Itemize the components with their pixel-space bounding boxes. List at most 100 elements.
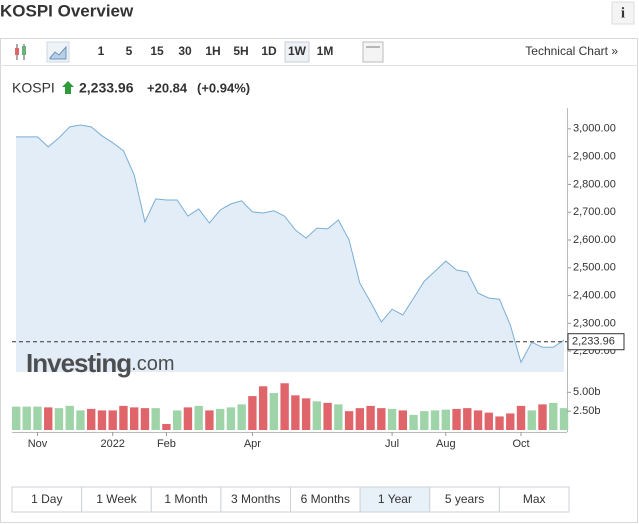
volume-bar bbox=[484, 412, 493, 430]
price-area bbox=[16, 125, 564, 372]
interval-button[interactable]: 30 bbox=[178, 44, 192, 58]
volume-bar bbox=[130, 407, 139, 430]
volume-bar bbox=[65, 405, 74, 430]
volume-bar bbox=[280, 383, 289, 430]
range-label[interactable]: Max bbox=[523, 492, 546, 506]
x-tick-label: Oct bbox=[512, 438, 529, 450]
info-button[interactable] bbox=[611, 1, 635, 25]
range-label[interactable]: 1 Day bbox=[31, 492, 62, 506]
y-tick-label: 3,000.00 bbox=[573, 123, 616, 135]
y-tick-label: 2,900.00 bbox=[573, 151, 616, 163]
quote-price: 2,233.96 bbox=[79, 80, 134, 96]
volume-bar bbox=[355, 408, 365, 430]
up-arrow bbox=[62, 81, 74, 94]
volume-bar bbox=[248, 396, 257, 430]
range-label[interactable]: 1 Week bbox=[96, 492, 137, 506]
interval-button[interactable]: 1W bbox=[288, 44, 307, 58]
technical-chart-link[interactable]: Technical Chart » bbox=[525, 44, 618, 58]
volume-bar bbox=[215, 408, 225, 430]
range-button[interactable] bbox=[429, 486, 500, 513]
x-tick-label: Jul bbox=[385, 438, 399, 450]
x-tick-label: Feb bbox=[157, 438, 176, 450]
volume-bar bbox=[323, 402, 332, 430]
y-tick-label: 2,400.00 bbox=[573, 289, 616, 301]
interval-button[interactable]: 5H bbox=[233, 44, 248, 58]
volume-bar bbox=[205, 410, 214, 430]
interval-button[interactable]: 15 bbox=[150, 44, 164, 58]
volume-bar bbox=[495, 416, 504, 430]
volume-bar bbox=[54, 408, 64, 430]
y-tick-label: 2,700.00 bbox=[573, 206, 616, 218]
volume-bar bbox=[452, 408, 461, 430]
quote-change-pct: (+0.94%) bbox=[197, 80, 250, 95]
range-button[interactable] bbox=[290, 486, 361, 513]
volume-bar bbox=[172, 410, 182, 430]
volume-bar bbox=[258, 386, 268, 430]
range-button[interactable] bbox=[220, 486, 291, 513]
range-button[interactable] bbox=[11, 486, 83, 513]
area-icon bbox=[49, 45, 67, 60]
volume-bar bbox=[441, 409, 450, 430]
volume-bar bbox=[420, 411, 429, 430]
volume-bar bbox=[87, 408, 96, 430]
price-line bbox=[16, 124, 565, 364]
volume-bar bbox=[151, 408, 160, 430]
volume-y-tick-label: 5.00b bbox=[573, 386, 601, 398]
interval-button[interactable]: 1M bbox=[317, 44, 334, 58]
range-button[interactable] bbox=[359, 486, 431, 513]
x-tick-label: 2022 bbox=[100, 438, 124, 450]
volume-bar bbox=[506, 413, 515, 430]
volume-bar bbox=[559, 408, 569, 430]
volume-y-tick-label: 2.50b bbox=[573, 405, 601, 417]
x-tick-label: Nov bbox=[28, 438, 48, 450]
candle-icon[interactable] bbox=[15, 44, 26, 60]
volume-bar bbox=[430, 410, 440, 430]
volume-bar bbox=[119, 405, 128, 430]
volume-bar bbox=[366, 405, 375, 430]
info-icon[interactable]: i bbox=[621, 5, 625, 21]
volume-bar bbox=[377, 408, 386, 430]
range-label[interactable]: 1 Month bbox=[164, 492, 207, 506]
y-tick-label: 2,800.00 bbox=[573, 178, 616, 190]
range-button[interactable] bbox=[498, 486, 570, 513]
volume-bar bbox=[398, 410, 408, 430]
volume-bar bbox=[409, 414, 418, 430]
interval-button[interactable]: 5 bbox=[126, 44, 133, 58]
volume-bar bbox=[387, 408, 397, 430]
range-button[interactable] bbox=[81, 486, 152, 513]
range-label[interactable]: 5 years bbox=[445, 492, 484, 506]
volume-bar bbox=[463, 408, 472, 430]
y-tick-label: 2,300.00 bbox=[573, 317, 616, 329]
volume-bar bbox=[269, 393, 279, 430]
volume-bar bbox=[291, 395, 300, 430]
volume-bar bbox=[162, 423, 171, 430]
y-tick-label: 2,500.00 bbox=[573, 262, 616, 274]
title: KOSPI Overview bbox=[0, 1, 134, 20]
volume-bar bbox=[312, 401, 322, 430]
volume-bar bbox=[97, 410, 107, 430]
y-tick-label: 2,600.00 bbox=[573, 234, 616, 246]
range-label[interactable]: 6 Months bbox=[301, 492, 350, 506]
interval-button[interactable]: 1 bbox=[98, 44, 105, 58]
quote-change: +20.84 bbox=[147, 80, 188, 95]
range-button[interactable] bbox=[150, 486, 222, 513]
volume-bar bbox=[237, 404, 246, 430]
volume-bar bbox=[183, 407, 193, 430]
watermark-brand: Investing bbox=[26, 348, 131, 378]
volume-bar bbox=[22, 406, 31, 430]
x-tick-label: Aug bbox=[436, 438, 456, 450]
volume-bar bbox=[76, 410, 85, 430]
volume-bar bbox=[527, 410, 536, 430]
watermark: Investing.com bbox=[26, 348, 174, 378]
layout-icon[interactable] bbox=[362, 41, 384, 63]
volume-bar bbox=[12, 406, 21, 430]
volume-bar bbox=[549, 402, 558, 430]
range-label[interactable]: 1 Year bbox=[378, 492, 412, 506]
volume-bar bbox=[516, 405, 526, 430]
interval-selected[interactable] bbox=[284, 41, 310, 63]
interval-button[interactable]: 1H bbox=[205, 44, 220, 58]
interval-button[interactable]: 1D bbox=[261, 44, 277, 58]
volume-bar bbox=[226, 407, 236, 430]
range-label[interactable]: 3 Months bbox=[231, 492, 280, 506]
